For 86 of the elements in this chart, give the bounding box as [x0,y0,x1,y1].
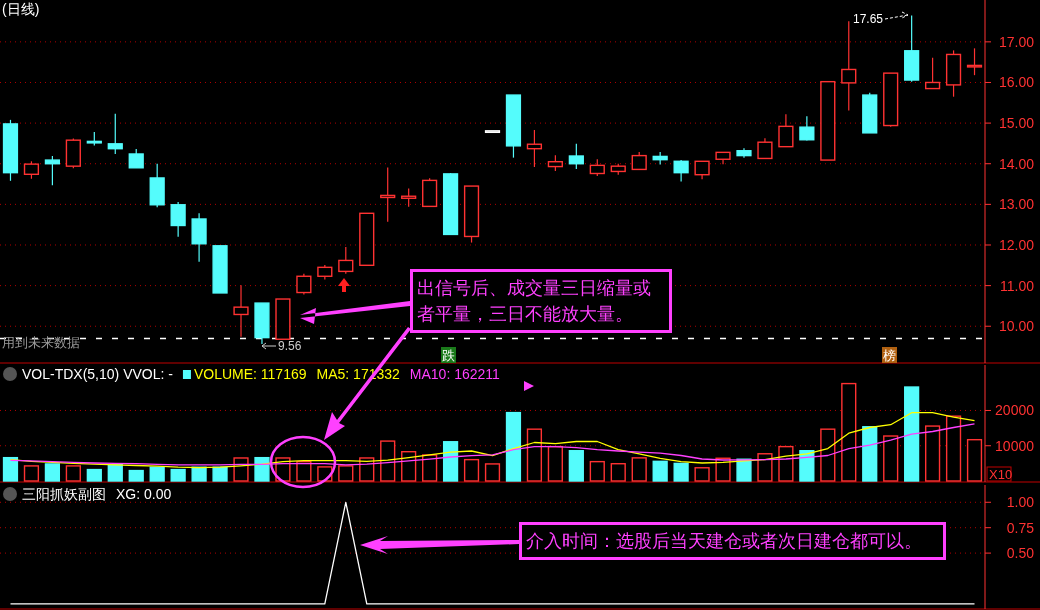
annotation: 跌 [442,348,455,363]
candlestick [233,284,249,338]
y-tick-label: 15.00 [998,115,1035,132]
bar [799,450,815,482]
bar [484,463,501,482]
bar [966,438,983,482]
bar [149,466,165,482]
bar [904,386,920,482]
bar [652,460,668,482]
bar [862,426,878,482]
y-tick-label: 16.00 [998,74,1035,91]
bar [945,415,962,482]
candlestick [338,246,354,275]
bar [778,445,794,482]
y-tick-label: 11.00 [1000,277,1035,294]
bar [44,463,61,482]
candlestick [778,113,794,148]
line-series [9,412,976,469]
y-tick-label: 13.00 [998,196,1035,213]
bar [820,428,836,482]
candlestick [170,201,186,238]
y-tick-label: 14.00 [998,155,1035,172]
chart-title: (日线) [2,1,40,17]
bar [673,462,689,482]
candlestick [401,187,417,208]
candlestick [44,155,61,186]
chart-title: 三阳抓妖副图 [22,486,106,502]
annotation: 出信号后、成交量三日缩量或者平量，三日不能放大量。 [410,269,672,333]
y-tick-label: 0.50 [1006,545,1035,562]
line-series [9,423,976,466]
bar [23,465,40,482]
bar [610,463,626,482]
y-tick-label: 20000 [995,402,1035,419]
bar [924,425,941,482]
y-tick-label: 10000 [995,437,1035,454]
y-tick-label: 0.75 [1006,519,1035,536]
bar [505,411,522,482]
annotation: 9.56 [278,339,302,353]
bar [2,456,19,482]
bar [380,440,396,482]
bar [170,468,186,482]
bar [254,456,270,482]
candlestick [757,137,773,160]
bar [191,466,207,482]
bar [338,465,354,482]
annotation: 用到未来数据 [2,335,80,350]
bar [233,457,249,482]
legend-label: VOLUME: 117169 [193,366,307,382]
candlestick [296,273,312,296]
chart-title: VOL-TDX(5,10) VVOL: - [22,366,174,382]
bar [296,460,312,482]
annotation: 榜 [883,348,896,363]
bar [589,460,605,482]
bar [442,441,459,482]
y-tick-label: 10.00 [998,318,1035,335]
annotation: 17.65 [852,12,884,26]
bar [568,450,584,482]
text: XG: 0.00 [116,486,172,502]
candlestick [924,57,941,90]
y-tick-label: 17.00 [998,33,1035,50]
text: MA10: 162211 [409,366,501,382]
bar [86,468,102,482]
bar [107,463,123,482]
bar [757,453,773,482]
bar [631,457,647,482]
annotation: 介入时间：选股后当天建仓或者次日建仓都可以。 [519,522,946,560]
bar [65,465,81,482]
bar [883,435,899,482]
candlestick [128,148,144,169]
y-tick-label: 1.00 [1006,494,1035,511]
bar [422,454,438,482]
bar [841,382,857,482]
y-tick-label: 12.00 [998,236,1035,253]
bar [463,458,480,482]
candlestick [380,166,396,223]
candlestick [107,113,123,155]
bar [128,469,144,482]
candlestick [966,47,983,76]
candlestick [568,143,584,170]
bar [547,445,563,482]
annotations: X10 [986,466,1013,482]
candlestick [799,115,815,142]
bar [212,466,228,482]
bar [526,428,543,482]
candlestick [673,159,689,183]
bar [694,467,710,482]
